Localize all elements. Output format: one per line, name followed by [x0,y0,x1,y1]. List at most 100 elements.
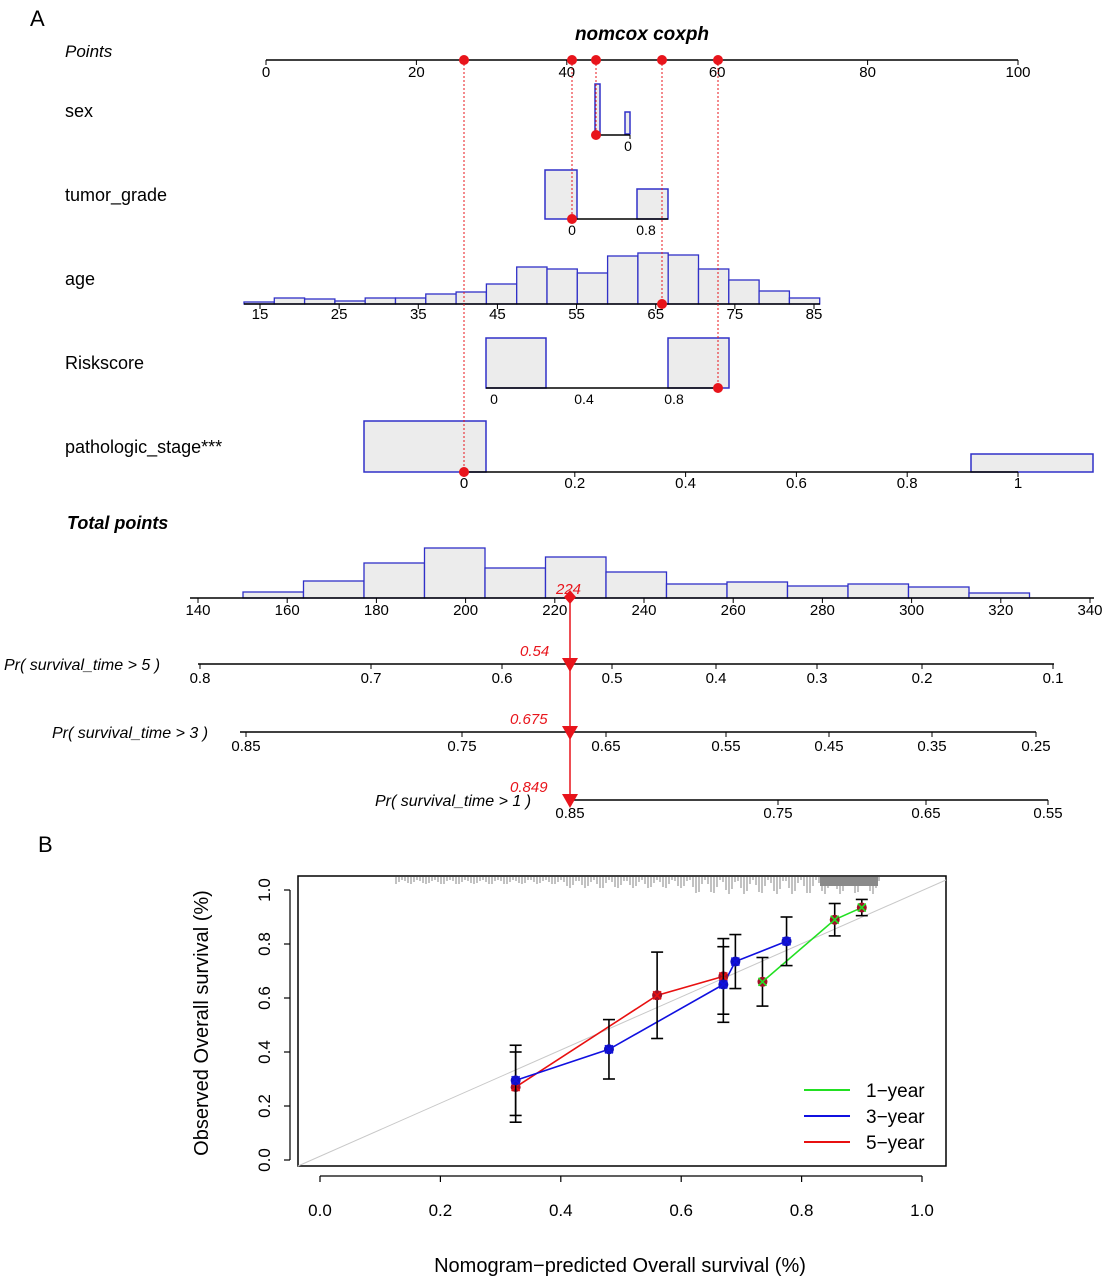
calibration-y-tick-label: 0.0 [255,1148,274,1172]
ideal-reference-line [297,879,947,1167]
prediction-arrow: 224 0.54 0.675 0.849 [510,581,581,808]
calibration-y-label: Observed Overall survival (%) [191,890,213,1156]
survival-5yr-tick-label: 0.3 [807,670,828,687]
survival-5yr-tick-label: 0.4 [706,670,727,687]
sex-histogram-bar [624,111,631,135]
survival-1yr-ticks: 0.85 0.75 0.65 0.55 [555,800,1063,822]
variable-label-tumor-grade: tumor_grade [65,185,167,206]
survival-3yr-tick-label: 0.55 [711,738,740,755]
age-histogram-bar [667,254,700,305]
tumor-grade-histogram-bar [636,188,669,220]
survival-3yr-tick-label: 0.65 [591,738,620,755]
riskscore-tick-label: 0.4 [574,391,594,407]
survival-5yr-axis: Pr( survival_time > 5 ) 0.8 0.7 0.6 0.5 0.4 0… [4,657,1063,687]
sex-marker [591,130,601,140]
tumor-grade-axis: 0 0.8 [544,169,669,238]
stage-tick-label: 0 [460,475,468,492]
riskscore-histogram-bar [667,337,730,389]
points-tick-label: 100 [1005,64,1030,81]
calibration-y-axis: 0.0 0.2 0.4 0.6 0.8 1.0 [255,878,291,1172]
nomogram-title: nomcox coxph [575,24,709,45]
age-histogram-bar [606,255,639,305]
total-points-histogram-bar [302,580,365,599]
total-points-histogram-bar [726,581,789,599]
age-histogram-bar [455,291,488,305]
survival-1yr-value: 0.849 [510,779,548,796]
variable-label-age: age [65,269,95,289]
points-tick-label: 60 [709,64,726,81]
survival-1yr-label: Pr( survival_time > 1 ) [375,793,531,810]
total-points-histogram-bar [242,591,305,599]
age-tick-label: 65 [647,306,664,323]
panel-a: A nomcox coxph Points 0 20 40 60 80 100 sex t… [4,6,1103,822]
survival-5yr-tick-label: 0.7 [361,670,382,687]
calibration-cross-mark [781,936,792,946]
calibration-y-tick-label: 1.0 [255,878,274,902]
calibration-x-tick-label: 0.4 [549,1201,573,1220]
survival-5yr-tick-label: 0.2 [912,670,933,687]
total-points-tick-label: 200 [453,602,478,619]
total-points-tick-label: 140 [185,602,210,619]
calibration-cross-mark [757,977,768,987]
stage-tick-label: 0.6 [786,475,807,492]
calibration-cross-mark [511,1075,521,1085]
survival-3yr-label: Pr( survival_time > 3 ) [52,725,208,742]
survival-3yr-tick-label: 0.25 [1021,738,1050,755]
survival-3yr-ticks: 0.85 0.75 0.65 0.55 0.45 0.35 0.25 [231,732,1051,755]
total-points-tick-label: 300 [899,602,924,619]
survival-5yr-tick-label: 0.6 [492,670,513,687]
stage-tick-label: 0.2 [564,475,585,492]
calibration-y-tick-label: 0.6 [255,986,274,1010]
survival-3yr-tick-label: 0.35 [917,738,946,755]
total-points-tick-label: 160 [275,602,300,619]
riskscore-histogram-bar [485,337,547,389]
calibration-line-2 [515,940,787,1082]
age-marker [657,299,667,309]
age-histogram [243,252,821,305]
survival-5yr-label: Pr( survival_time > 5 ) [4,657,160,674]
calibration-cross-mark [857,902,867,913]
age-tick-label: 35 [410,306,427,323]
age-histogram-bar [576,272,609,305]
total-points-tick-label: 260 [721,602,746,619]
calibration-x-tick-label: 0.0 [308,1201,332,1220]
points-marker [657,55,667,65]
total-points-histogram-bar [484,567,547,599]
age-histogram-bar [516,266,548,305]
riskscore-marker [713,383,723,393]
total-points-histogram [242,547,1031,599]
age-tick-label: 45 [489,306,506,323]
calibration-legend: 1−year 3−year 5−year [804,1081,925,1154]
tumor-grade-tick-label: 0 [568,222,576,238]
points-ticks: 0 20 40 60 80 100 [262,60,1031,81]
variable-label-pathologic-stage: pathologic_stage*** [65,437,222,458]
total-points-histogram-bar [423,547,486,599]
calibration-series [509,898,868,1123]
survival-1yr-tick-label: 0.85 [555,805,584,822]
tumor-grade-marker [567,214,577,224]
points-tick-label: 40 [558,64,575,81]
calibration-x-tick-label: 0.2 [429,1201,453,1220]
calibration-y-tick-label: 0.2 [255,1094,274,1118]
calibration-x-axis: 0.0 0.2 0.4 0.6 0.8 1.0 [308,1175,934,1220]
survival-5yr-tick-label: 0.8 [190,670,211,687]
survival-3yr-marker [562,726,578,740]
stage-tick-label: 0.8 [897,475,918,492]
survival-3yr-value: 0.675 [510,711,548,728]
calibration-cross-mark [604,1044,614,1054]
calibration-y-tick-label: 0.8 [255,932,274,956]
age-tick-label: 55 [568,306,585,323]
age-histogram-bar [697,268,730,305]
total-points-histogram-bar [907,586,970,599]
calibration-rug [395,877,880,894]
legend-3-year: 3−year [866,1107,925,1128]
total-points-label: Total points [67,513,168,533]
points-marker [459,55,469,65]
age-histogram-bar [728,279,760,305]
tumor-grade-histogram-bar [544,169,578,220]
selection-guides [463,60,719,472]
calibration-y-tick-label: 0.4 [255,1040,274,1064]
sex-axis: 0 [594,83,632,154]
stage-tick-label: 1 [1014,475,1022,492]
